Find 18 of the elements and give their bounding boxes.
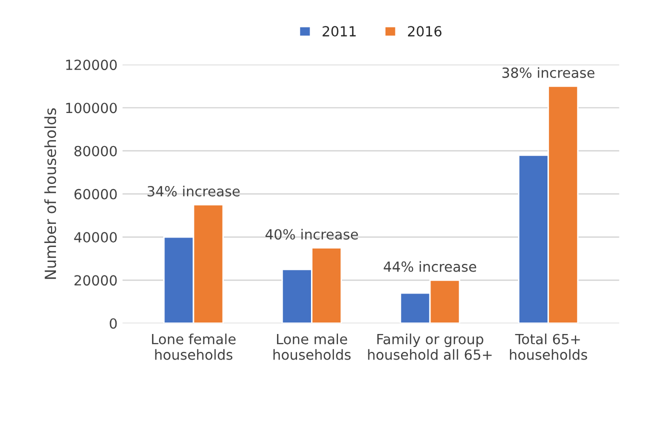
x-tick-label: Family or group household all 65+ (368, 334, 492, 360)
annotation: 34% increase (148, 186, 240, 196)
x-tick-label: Lone female households (152, 334, 236, 360)
y-tick-label: 60000 (74, 188, 117, 200)
x-tick-label: Total 65+ households (510, 334, 588, 360)
annotation: 38% increase (502, 67, 594, 78)
y-tick-label: 100000 (66, 102, 117, 114)
y-tick-label: 120000 (66, 60, 117, 70)
y-axis-title: Number of households (44, 108, 56, 279)
y-tick-label: 0 (110, 318, 117, 329)
annotation: 44% increase (384, 261, 476, 272)
x-tick-label: Lone male households (273, 334, 351, 360)
annotation: 40% increase (266, 228, 358, 240)
y-tick-label: 80000 (74, 146, 117, 156)
y-tick-label: 20000 (74, 275, 117, 286)
legend-label: 2011 (322, 26, 356, 37)
legend-label: 2016 (408, 26, 442, 37)
y-tick-label: 40000 (74, 232, 117, 243)
